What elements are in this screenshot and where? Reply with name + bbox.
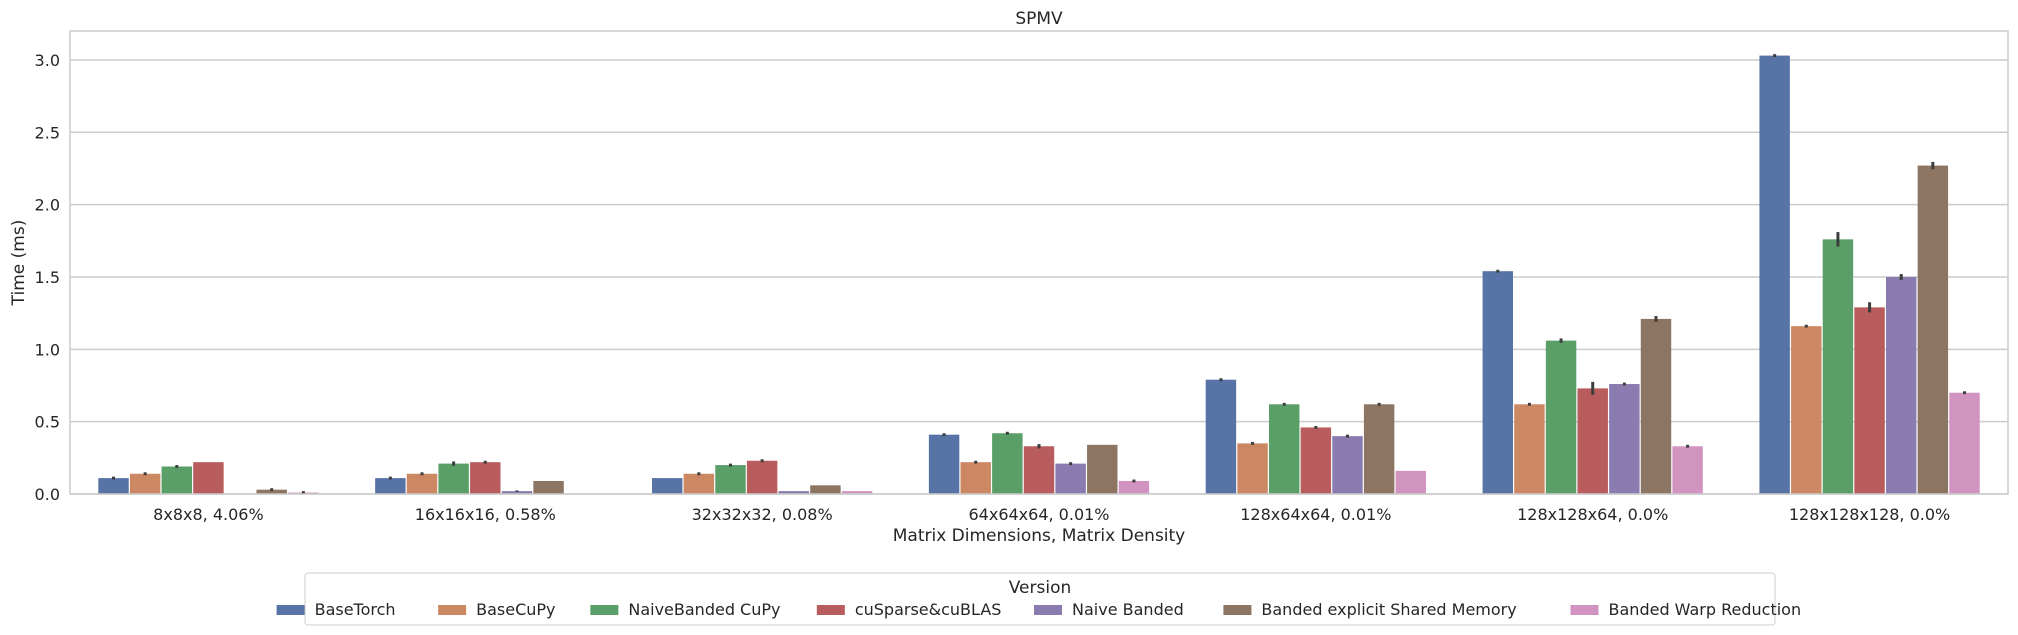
legend-label: Banded explicit Shared Memory: [1261, 600, 1516, 619]
bar: [1205, 379, 1237, 494]
bar: [129, 473, 161, 494]
gridlines: [70, 59, 2008, 495]
legend-item: NaiveBanded CuPy: [590, 600, 780, 619]
bar: [533, 480, 564, 494]
bar: [1577, 388, 1608, 494]
bar: [1672, 446, 1703, 494]
legend-item: BaseCuPy: [438, 600, 556, 619]
bar: [161, 466, 193, 494]
bar: [1791, 326, 1822, 494]
bar: [1087, 444, 1118, 494]
bar: [1759, 55, 1790, 495]
y-tick-label: 1.5: [35, 268, 60, 287]
bar: [810, 485, 841, 494]
legend-item: Banded Warp Reduction: [1570, 600, 1802, 619]
y-tick-label: 2.0: [35, 196, 60, 215]
error-bars: [112, 54, 1966, 494]
bar: [683, 473, 715, 494]
bar: [1023, 446, 1055, 494]
bar: [470, 462, 501, 494]
legend-item: BaseTorch: [276, 600, 396, 619]
legend-item: Banded explicit Shared Memory: [1223, 600, 1517, 619]
x-tick-label: 8x8x8, 4.06%: [153, 505, 263, 524]
legend-swatch: [276, 605, 305, 615]
bar: [501, 491, 533, 494]
bar: [1395, 470, 1426, 494]
chart-title: SPMV: [1015, 9, 1063, 29]
bar: [960, 462, 991, 494]
legend: Version BaseTorch BaseCuPy NaiveBanded CuP…: [276, 572, 1802, 626]
y-tick-label: 0.5: [35, 413, 60, 432]
bar: [1237, 443, 1268, 494]
x-tick-labels: 8x8x8, 4.06% 16x16x16, 0.58% 32x32x32, 0.0…: [153, 505, 1950, 524]
bar: [1885, 276, 1917, 494]
bar: [1118, 480, 1150, 494]
x-tick-label: 128x64x64, 0.01%: [1240, 505, 1391, 524]
bar: [1332, 436, 1363, 494]
bar: [98, 478, 129, 494]
bar: [375, 478, 406, 494]
legend-item: Naive Banded: [1034, 600, 1184, 619]
bars: [98, 55, 1980, 495]
bar: [746, 460, 778, 494]
bar: [438, 463, 469, 494]
bar: [1482, 271, 1514, 494]
bar: [1363, 404, 1395, 494]
legend-label: Banded Warp Reduction: [1609, 600, 1802, 619]
bar: [1268, 404, 1300, 494]
legend-label: BaseTorch: [315, 600, 396, 619]
legend-swatch: [1570, 605, 1599, 615]
y-tick-label: 3.0: [35, 51, 60, 70]
y-tick-label: 0.0: [35, 485, 60, 504]
y-tick-labels: 0.0 0.5 1.0 1.5 2.0 2.5 3.0: [35, 51, 60, 504]
legend-label: NaiveBanded CuPy: [628, 600, 780, 619]
x-tick-label: 64x64x64, 0.01%: [968, 505, 1109, 524]
bar: [1514, 404, 1545, 494]
legend-swatch: [438, 605, 467, 615]
bar: [193, 462, 224, 494]
y-tick-label: 2.5: [35, 123, 60, 142]
bar: [1854, 307, 1885, 494]
bar: [1640, 318, 1672, 494]
bar: [406, 473, 438, 494]
legend-title: Version: [1009, 578, 1072, 598]
x-tick-label: 128x128x128, 0.0%: [1789, 505, 1950, 524]
bar: [778, 491, 810, 494]
x-axis-label: Matrix Dimensions, Matrix Density: [893, 526, 1186, 546]
legend-label: cuSparse&cuBLAS: [855, 600, 1002, 619]
bar: [715, 465, 746, 494]
x-tick-label: 128x128x64, 0.0%: [1517, 505, 1668, 524]
y-axis-label: Time (ms): [9, 220, 29, 307]
bar: [1822, 239, 1854, 494]
x-tick-label: 32x32x32, 0.08%: [692, 505, 833, 524]
bar: [1917, 165, 1949, 494]
legend-swatch: [816, 605, 845, 615]
bar: [992, 433, 1023, 494]
legend-swatch: [590, 605, 619, 615]
bar: [256, 489, 287, 494]
bar: [1055, 463, 1086, 494]
bar: [1609, 384, 1640, 494]
legend-swatch: [1223, 605, 1252, 615]
legend-label: BaseCuPy: [476, 600, 555, 619]
legend-label: Naive Banded: [1072, 600, 1184, 619]
legend-item: cuSparse&cuBLAS: [816, 600, 1002, 619]
bar: [1300, 427, 1332, 494]
bar: [1545, 340, 1577, 494]
bar: [652, 478, 683, 494]
y-tick-label: 1.0: [35, 340, 60, 359]
legend-swatch: [1034, 605, 1063, 615]
plot-frame: [69, 30, 2009, 495]
legend-box: [304, 572, 1776, 626]
bar: [841, 491, 873, 494]
bar: [928, 434, 960, 494]
bar: [1949, 392, 1980, 494]
x-tick-label: 16x16x16, 0.58%: [415, 505, 556, 524]
legend-items: BaseTorch BaseCuPy NaiveBanded CuPy cuSpars…: [276, 600, 1802, 619]
